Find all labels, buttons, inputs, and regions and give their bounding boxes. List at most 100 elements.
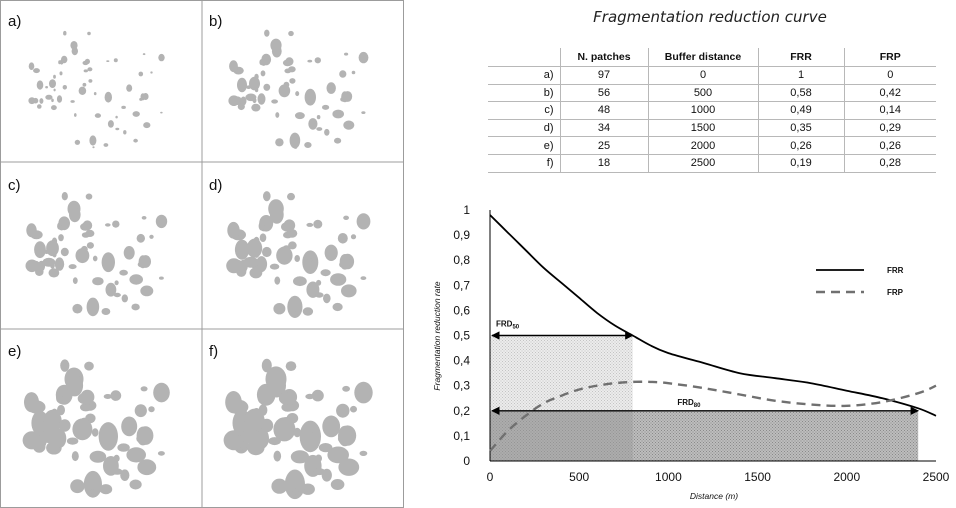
habitat-patch — [318, 443, 333, 453]
habitat-patch — [302, 250, 319, 274]
panel-label-e: e) — [8, 343, 21, 360]
habitat-patch — [263, 83, 271, 91]
habitat-patch — [37, 104, 42, 109]
table-cell: 56 — [559, 84, 648, 103]
habitat-patch — [289, 78, 296, 84]
habitat-patch — [89, 450, 107, 463]
habitat-patch — [283, 231, 293, 239]
habitat-patch — [117, 443, 130, 452]
habitat-patch — [126, 447, 146, 463]
panel-label-c: c) — [8, 177, 21, 194]
table-row-label: d) — [488, 119, 560, 138]
habitat-patch — [257, 93, 266, 105]
habitat-patch — [234, 239, 250, 260]
habitat-patch — [336, 403, 350, 418]
frd80-subscript: 80 — [694, 403, 701, 409]
habitat-patch — [70, 100, 75, 103]
habitat-patch — [332, 302, 343, 312]
table-cell: 25 — [559, 136, 648, 155]
table-cell: 0 — [647, 66, 758, 85]
y-tick-label: 0,3 — [453, 379, 470, 393]
habitat-patch — [75, 248, 90, 264]
habitat-patch — [289, 132, 301, 149]
habitat-patch — [136, 426, 150, 446]
habitat-patch — [293, 145, 298, 149]
habitat-patch — [278, 392, 297, 405]
table-row-label: a) — [488, 66, 560, 85]
table-cell: 0,29 — [843, 119, 936, 138]
habitat-patch — [278, 84, 291, 98]
table-row: c) 48 1000 0,49 0,14 — [488, 101, 936, 120]
habitat-patch — [316, 127, 323, 131]
habitat-patch — [85, 193, 93, 200]
habitat-patch — [141, 216, 147, 220]
habitat-patch — [302, 307, 314, 316]
frd50-label: FRD50 — [496, 320, 520, 331]
habitat-patch — [157, 451, 165, 456]
table-cell: 18 — [559, 154, 648, 173]
habitat-patch — [358, 51, 369, 64]
habitat-patch — [361, 111, 366, 114]
habitat-patch — [225, 391, 242, 414]
habitat-patch — [39, 98, 44, 104]
habitat-patch — [282, 59, 293, 67]
habitat-patch — [113, 58, 118, 63]
habitat-patch — [83, 470, 102, 498]
habitat-patch — [274, 276, 281, 285]
y-tick-label: 0,1 — [453, 429, 470, 443]
habitat-patch — [138, 255, 148, 269]
habitat-patch — [121, 294, 128, 303]
y-axis-label: Fragmentation reduction rate — [432, 281, 442, 390]
habitat-patch — [332, 109, 345, 119]
habitat-patch — [129, 274, 143, 285]
habitat-patch — [228, 95, 240, 106]
habitat-patch — [49, 79, 56, 88]
habitat-patch — [321, 468, 332, 482]
y-tick-label: 0,9 — [453, 228, 470, 242]
x-tick-label: 1000 — [655, 470, 682, 484]
habitat-patch — [119, 269, 128, 276]
y-tick-label: 0,5 — [453, 329, 470, 343]
habitat-patch — [268, 437, 281, 446]
habitat-patch — [56, 95, 63, 103]
habitat-patch — [307, 93, 312, 97]
habitat-patch — [263, 191, 271, 202]
table-row: f) 18 2500 0,19 0,28 — [488, 154, 936, 173]
habitat-patch — [306, 431, 314, 437]
habitat-patch — [269, 263, 280, 270]
habitat-patch — [271, 478, 288, 494]
habitat-patch — [98, 422, 119, 451]
habitat-patch — [28, 62, 35, 70]
habitat-patch — [121, 416, 138, 437]
habitat-patch — [284, 68, 292, 74]
habitat-patch — [126, 84, 133, 92]
habitat-patch — [339, 70, 347, 78]
frd-overlap-area — [490, 410, 633, 461]
habitat-patch — [273, 303, 286, 315]
habitat-patch — [115, 115, 118, 119]
legend-label-frr: FRR — [887, 266, 904, 275]
habitat-patch — [285, 361, 297, 371]
x-axis-label: Distance (m) — [690, 491, 738, 501]
patch-map-d — [226, 191, 371, 318]
habitat-patch — [61, 192, 68, 201]
habitat-patch — [249, 76, 260, 91]
habitat-patch — [271, 99, 278, 104]
habitat-patch — [269, 205, 284, 224]
habitat-patch — [133, 138, 138, 143]
habitat-patch — [45, 94, 53, 100]
habitat-patch — [251, 103, 261, 112]
table-row: b) 56 500 0,58 0,42 — [488, 84, 936, 103]
habitat-patch — [71, 451, 79, 462]
table-header-blank — [488, 48, 560, 67]
patch-map-b — [228, 29, 369, 149]
habitat-patch — [304, 88, 316, 106]
habitat-patch — [229, 60, 238, 73]
patch-map-a — [28, 30, 165, 149]
habitat-patch — [240, 429, 262, 444]
habitat-patch — [160, 111, 163, 114]
habitat-patch — [330, 479, 345, 490]
habitat-patch — [57, 404, 65, 416]
habitat-patch — [53, 74, 56, 79]
habitat-patch — [326, 82, 336, 94]
